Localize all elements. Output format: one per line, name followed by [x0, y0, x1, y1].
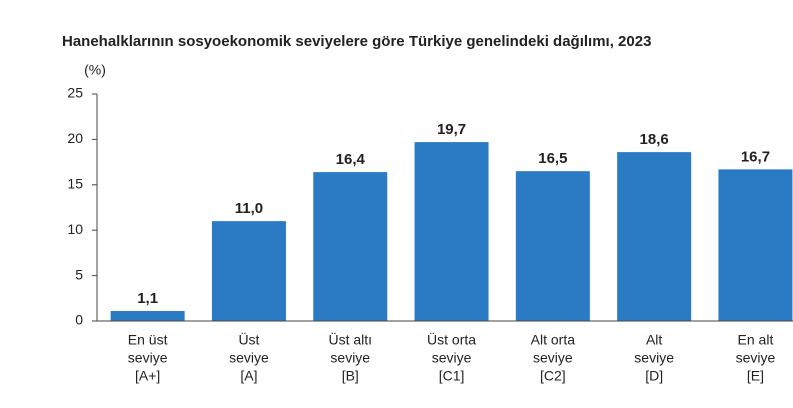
- x-tick-label: seviye: [128, 350, 168, 366]
- value-label: 16,7: [741, 148, 770, 165]
- y-tick-label: 25: [67, 85, 83, 101]
- bar: [110, 311, 185, 321]
- x-tick-label: En üst: [128, 332, 168, 348]
- bar: [414, 142, 489, 321]
- y-tick-label: 20: [67, 130, 83, 146]
- value-label: 19,7: [437, 121, 466, 138]
- y-tick-label: 5: [75, 266, 83, 282]
- x-tick-label: [D]: [645, 368, 663, 384]
- y-unit: (%): [84, 62, 106, 78]
- value-label: 18,6: [640, 131, 669, 148]
- x-tick-label: Üst: [238, 331, 259, 348]
- bar: [617, 152, 692, 321]
- x-tick-label: En alt: [738, 332, 774, 348]
- x-tick-label: [E]: [747, 368, 764, 384]
- bar: [313, 172, 388, 321]
- value-label: 11,0: [235, 200, 263, 217]
- value-label: 1,1: [137, 290, 158, 307]
- bar: [515, 171, 590, 321]
- x-tick-label: [A]: [240, 368, 257, 384]
- x-tick-label: Üst orta: [427, 331, 476, 348]
- x-tick-label: seviye: [229, 350, 269, 366]
- chart-title: Hanehalklarının sosyoekonomik seviyelere…: [62, 33, 651, 50]
- y-tick-label: 0: [75, 312, 83, 328]
- x-tick-label: [B]: [342, 368, 359, 384]
- x-tick-label: Üst altı: [328, 331, 372, 348]
- y-tick-label: 10: [67, 221, 83, 237]
- x-tick-label: [A+]: [135, 368, 160, 384]
- x-tick-label: seviye: [634, 350, 674, 366]
- x-tick-label: seviye: [432, 350, 472, 366]
- x-tick-label: Alt orta: [531, 332, 576, 348]
- value-label: 16,4: [336, 151, 366, 168]
- y-tick-label: 15: [67, 176, 83, 192]
- x-tick-label: seviye: [533, 350, 573, 366]
- bar: [718, 169, 793, 321]
- bar: [211, 221, 286, 321]
- value-label: 16,5: [538, 150, 567, 167]
- x-tick-label: [C2]: [540, 368, 566, 384]
- x-tick-label: seviye: [330, 350, 370, 366]
- x-tick-label: [C1]: [439, 368, 465, 384]
- x-tick-label: Alt: [646, 332, 662, 348]
- x-tick-label: seviye: [736, 350, 776, 366]
